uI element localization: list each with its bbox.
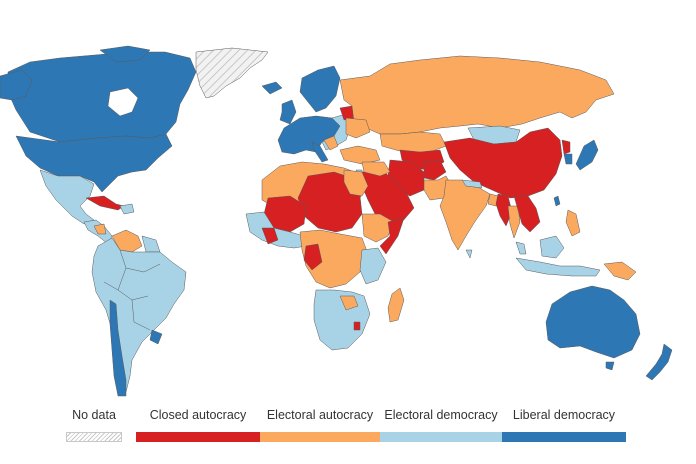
region-hudson-bay: [107, 87, 139, 117]
region-alaska[interactable]: [0, 69, 33, 101]
region-borneo[interactable]: [539, 235, 565, 259]
region-madagascar[interactable]: [387, 287, 405, 323]
region-egypt[interactable]: [343, 169, 369, 197]
region-usa[interactable]: [15, 133, 173, 193]
region-horn-africa[interactable]: [361, 213, 395, 243]
region-nepal[interactable]: [461, 179, 483, 189]
legend-item-closed-autocracy[interactable]: Closed autocracy: [136, 408, 260, 448]
legend-item-no-data[interactable]: No data: [66, 408, 122, 448]
region-bangladesh[interactable]: [487, 193, 499, 207]
region-china[interactable]: [443, 127, 563, 199]
region-tasmania[interactable]: [605, 361, 615, 371]
region-canada[interactable]: [7, 51, 197, 143]
legend-label: No data: [72, 408, 116, 422]
legend: No data Closed autocracy Electoral autoc…: [0, 408, 696, 458]
region-eswatini[interactable]: [353, 321, 361, 331]
world-map: [0, 45, 673, 397]
region-russia[interactable]: [339, 55, 615, 135]
legend-label: Electoral autocracy: [266, 408, 374, 422]
legend-label: Liberal democracy: [512, 408, 616, 422]
region-ukraine[interactable]: [345, 117, 371, 139]
region-cuba[interactable]: [85, 195, 125, 211]
region-greenland[interactable]: [195, 47, 269, 99]
south-america-borders: [103, 249, 161, 331]
region-italy[interactable]: [311, 141, 329, 163]
region-east-africa[interactable]: [359, 247, 387, 285]
region-thailand[interactable]: [507, 205, 521, 239]
region-india[interactable]: [439, 179, 491, 251]
legend-swatch: [380, 432, 502, 442]
legend-swatch: [260, 432, 380, 442]
region-arctic-islands[interactable]: [99, 45, 151, 63]
region-philippines[interactable]: [565, 209, 581, 237]
region-nicaragua[interactable]: [93, 223, 107, 235]
legend-swatch: [502, 432, 626, 442]
region-somalia[interactable]: [379, 217, 405, 255]
region-mexico[interactable]: [39, 169, 95, 225]
region-iraq-syria[interactable]: [361, 161, 391, 177]
region-south-america[interactable]: [91, 237, 187, 397]
region-uk-ireland[interactable]: [279, 99, 297, 125]
region-zimbabwe[interactable]: [339, 295, 359, 311]
region-indochina[interactable]: [513, 195, 541, 233]
region-australia[interactable]: [545, 285, 641, 359]
legend-label: Closed autocracy: [149, 408, 247, 422]
region-afghanistan[interactable]: [423, 159, 447, 181]
legend-swatch: [136, 432, 260, 442]
legend-item-electoral-democracy[interactable]: Electoral democracy: [380, 408, 502, 448]
region-malaysia[interactable]: [515, 241, 527, 255]
region-hungary-serbia[interactable]: [323, 135, 339, 151]
region-japan[interactable]: [575, 139, 599, 171]
region-scandinavia[interactable]: [299, 65, 341, 113]
region-taiwan[interactable]: [553, 195, 561, 207]
region-indonesia[interactable]: [515, 257, 601, 277]
region-north-korea[interactable]: [561, 139, 571, 155]
region-png[interactable]: [603, 261, 637, 281]
region-guianas[interactable]: [141, 235, 161, 253]
region-chile[interactable]: [109, 299, 127, 397]
legend-item-electoral-autocracy[interactable]: Electoral autocracy: [260, 408, 380, 448]
legend-label: Electoral democracy: [384, 408, 498, 422]
region-haiti-dr[interactable]: [119, 203, 135, 215]
region-south-korea[interactable]: [563, 153, 573, 165]
region-sri-lanka[interactable]: [465, 249, 473, 259]
region-myanmar[interactable]: [495, 193, 513, 227]
region-iceland[interactable]: [261, 81, 283, 95]
region-kazakhstan[interactable]: [379, 131, 447, 155]
legend-swatch: [66, 432, 122, 442]
region-uruguay[interactable]: [149, 329, 163, 345]
region-cameroon-closed[interactable]: [303, 243, 323, 271]
region-turkey[interactable]: [339, 145, 381, 165]
region-west-africa-red[interactable]: [261, 227, 279, 245]
region-new-zealand[interactable]: [645, 343, 673, 381]
legend-item-liberal-democracy[interactable]: Liberal democracy: [502, 408, 626, 448]
